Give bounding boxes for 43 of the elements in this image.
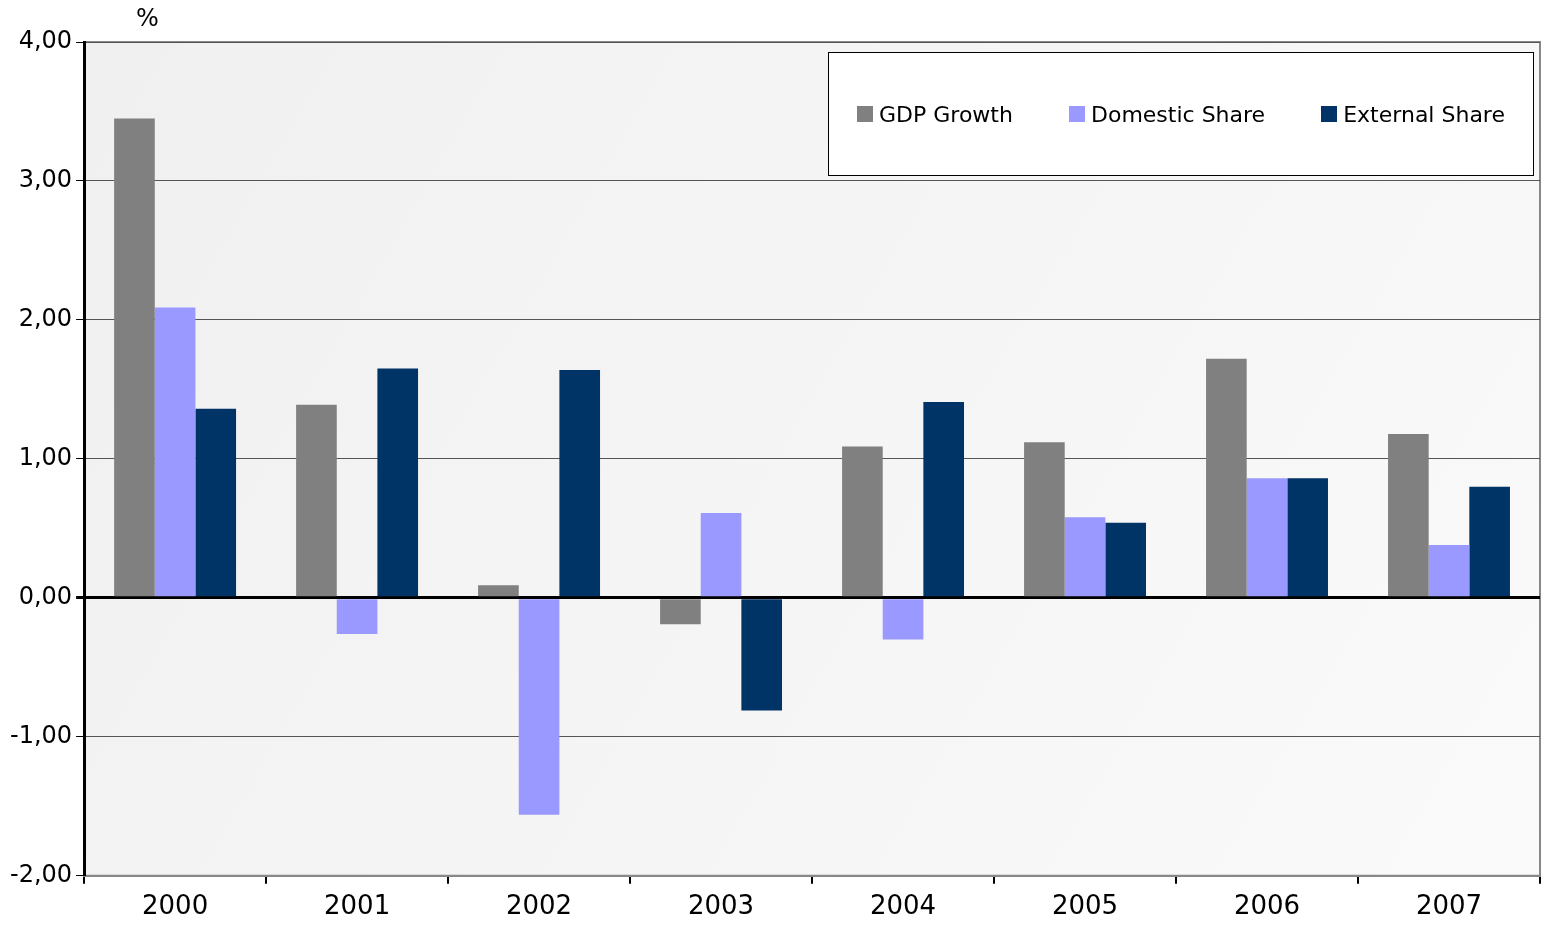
x-tick-label: 2000 bbox=[142, 890, 209, 921]
x-tick-label: 2002 bbox=[505, 890, 573, 921]
bar bbox=[1287, 478, 1328, 597]
y-tick-label: -2,00 bbox=[9, 860, 73, 889]
bar bbox=[296, 404, 337, 597]
legend-label: GDP Growth bbox=[879, 101, 1013, 127]
bar bbox=[1024, 442, 1065, 597]
y-axis-title: % bbox=[136, 4, 159, 32]
bar bbox=[700, 513, 742, 597]
y-tick-label: 1,00 bbox=[18, 443, 73, 472]
bar bbox=[1246, 478, 1288, 597]
y-tick-label: 0,00 bbox=[18, 582, 73, 611]
x-tick-label: 2004 bbox=[869, 890, 937, 921]
bar bbox=[1064, 517, 1106, 597]
bar bbox=[660, 599, 701, 625]
bar bbox=[195, 408, 237, 597]
bar bbox=[114, 118, 155, 597]
bar bbox=[1428, 545, 1470, 597]
x-tick-label: 2006 bbox=[1233, 890, 1301, 921]
bar bbox=[478, 585, 519, 597]
bar bbox=[923, 401, 965, 597]
bar bbox=[1206, 358, 1247, 597]
bar bbox=[518, 599, 560, 815]
bar bbox=[1388, 433, 1429, 597]
bar bbox=[842, 446, 883, 597]
bar bbox=[1105, 522, 1146, 597]
bar bbox=[154, 307, 196, 597]
x-tick-label: 2007 bbox=[1415, 890, 1483, 921]
x-tick-label: 2003 bbox=[687, 890, 755, 921]
bar bbox=[336, 599, 378, 634]
legend-label: External Share bbox=[1343, 101, 1505, 127]
bar bbox=[559, 369, 601, 597]
bar bbox=[377, 368, 419, 597]
bar bbox=[882, 599, 924, 640]
y-tick-label: -1,00 bbox=[9, 721, 73, 750]
bar bbox=[1469, 486, 1510, 597]
legend-label: Domestic Share bbox=[1090, 101, 1266, 127]
x-tick-label: 2001 bbox=[323, 890, 391, 921]
y-tick-label: 4,00 bbox=[18, 26, 73, 55]
x-tick-label: 2005 bbox=[1051, 890, 1119, 921]
y-tick-label: 3,00 bbox=[18, 165, 73, 194]
y-tick-label: 2,00 bbox=[18, 304, 73, 333]
bar bbox=[741, 599, 783, 711]
